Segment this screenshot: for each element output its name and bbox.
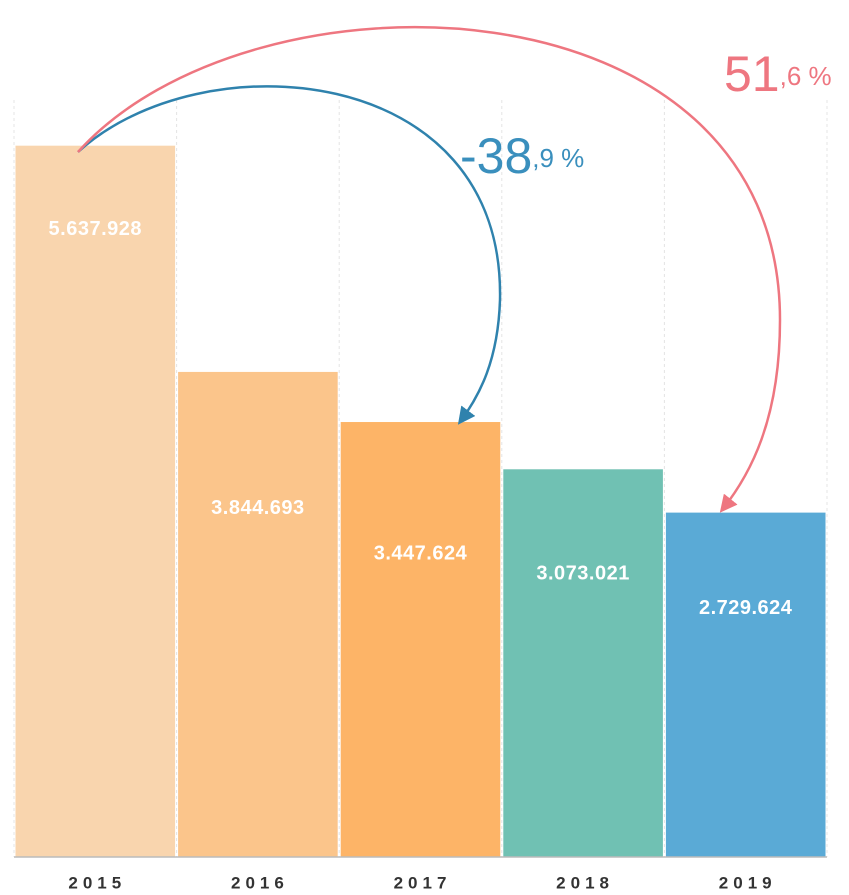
bar bbox=[15, 145, 176, 858]
data-label: 3.844.693 bbox=[211, 497, 304, 519]
annotation-main: 51 bbox=[724, 46, 780, 102]
x-tick-label: 2019 bbox=[719, 873, 777, 892]
data-label: 3.073.021 bbox=[536, 563, 629, 585]
annotation: -38,9 % bbox=[460, 128, 584, 184]
grid bbox=[13, 100, 828, 857]
bar bbox=[665, 512, 826, 857]
bar bbox=[178, 371, 338, 857]
x-tick-label: 2018 bbox=[556, 873, 614, 892]
x-tick-label: 2017 bbox=[394, 873, 452, 892]
annotation-main: -38 bbox=[460, 128, 532, 184]
arrow bbox=[77, 85, 502, 425]
data-label: 3.447.624 bbox=[374, 542, 468, 564]
x-tick-label: 2015 bbox=[68, 873, 126, 892]
annotation: 51,6 % bbox=[724, 46, 832, 102]
data-label: 2.729.624 bbox=[699, 597, 793, 619]
x-tick-label: 2016 bbox=[231, 873, 289, 892]
bar bbox=[503, 469, 663, 857]
data-label: 5.637.928 bbox=[49, 218, 142, 240]
arrow bbox=[77, 25, 782, 513]
bars: 5.637.928 3.844.693 3.447.624 3.073.021 2.72… bbox=[15, 145, 826, 858]
bar bbox=[340, 422, 501, 857]
annotation-suffix: ,6 % bbox=[780, 61, 832, 91]
annotation-suffix: ,9 % bbox=[532, 143, 584, 173]
